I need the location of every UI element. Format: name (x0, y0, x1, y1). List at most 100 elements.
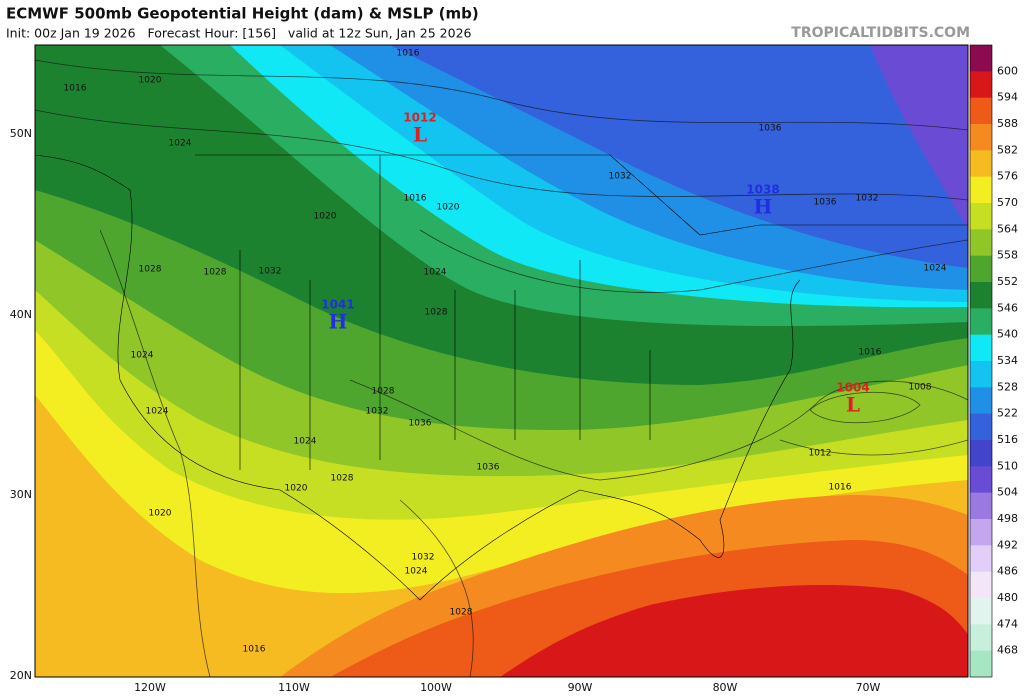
colorbar-label: 474 (997, 617, 1018, 630)
colorbar-swatch (970, 150, 992, 178)
isobar-label: 1020 (149, 509, 172, 519)
colorbar-label: 522 (997, 407, 1018, 420)
longitude-label: 70W (856, 681, 881, 694)
isobar-label: 1016 (829, 483, 852, 493)
latitude-label: 40N (10, 308, 32, 321)
subtitle: Init: 00z Jan 19 2026 Forecast Hour: [15… (6, 26, 472, 41)
colorbar-swatch (970, 545, 992, 573)
isobars (35, 59, 968, 677)
isobar-label: 1024 (146, 407, 169, 417)
colorbar-swatch (970, 571, 992, 599)
isobar-label: 1032 (856, 194, 879, 204)
isobar-label: 1036 (759, 124, 782, 134)
pressure-symbol: H (329, 310, 348, 334)
longitude-label: 80W (713, 681, 738, 694)
colorbar-swatch (970, 650, 992, 678)
colorbar-swatch (970, 492, 992, 520)
isobar-label: 1024 (424, 268, 447, 278)
longitude-label: 90W (568, 681, 593, 694)
colorbar-swatch (970, 97, 992, 125)
colorbar-label: 504 (997, 486, 1018, 499)
isobar-label: 1036 (814, 198, 837, 208)
colorbar-swatch (970, 413, 992, 441)
latitude-label: 50N (10, 127, 32, 140)
isobar-label: 1016 (64, 84, 87, 94)
colorbar-label: 486 (997, 565, 1018, 578)
title: ECMWF 500mb Geopotential Height (dam) & … (6, 5, 479, 23)
isobar-label: 1024 (131, 351, 154, 361)
isobar-label: 1028 (204, 268, 227, 278)
colorbar-label: 534 (997, 354, 1018, 367)
isobar-label: 1020 (437, 203, 460, 213)
pressure-symbol: L (846, 393, 860, 417)
isobar-label: 1020 (314, 212, 337, 222)
colorbar-label: 600 (997, 64, 1018, 77)
colorbar-swatch (970, 387, 992, 415)
colorbar-label: 510 (997, 459, 1018, 472)
isobar-label: 1024 (294, 437, 317, 447)
isobar-label: 1024 (169, 139, 192, 149)
colorbar-swatch (970, 440, 992, 467)
colorbar-label: 558 (997, 249, 1018, 262)
colorbar-swatch (970, 598, 992, 625)
colorbar-label: 516 (997, 433, 1018, 446)
isobar-label: 1032 (609, 172, 632, 182)
pressure-value: 1012 (403, 111, 436, 125)
latitude-label: 30N (10, 488, 32, 501)
colorbar-label: 546 (997, 301, 1018, 314)
pressure-value: 1038 (746, 183, 779, 197)
isobar-label: 1028 (450, 608, 473, 618)
map-fill (35, 45, 968, 677)
colorbar-label: 552 (997, 275, 1018, 288)
latitude-label: 20N (10, 669, 32, 682)
longitude-label: 110W (278, 681, 310, 694)
colorbar-label: 588 (997, 117, 1018, 130)
colorbar-label: 540 (997, 328, 1018, 341)
colorbar-swatch (970, 124, 992, 151)
longitude-label: 120W (134, 681, 166, 694)
pressure-symbol: L (413, 123, 427, 147)
longitude-label: 100W (420, 681, 452, 694)
colorbar-label: 564 (997, 222, 1018, 235)
isobar-label: 1024 (405, 567, 428, 577)
colorbar-label: 468 (997, 644, 1018, 657)
isobar-label: 1020 (285, 484, 308, 494)
isobar-label: 1016 (397, 49, 420, 59)
colorbar-label: 582 (997, 143, 1018, 156)
isobar-label: 1028 (372, 387, 395, 397)
isobar-label: 1028 (331, 474, 354, 484)
colorbar-frame (969, 44, 993, 678)
isobar-label: 1016 (859, 348, 882, 358)
colorbar-swatch (970, 308, 992, 336)
overlay: 600 594 588 582 576 570 564 558 552 546 540 534 528 5… (10, 44, 1018, 694)
colorbar-swatch (970, 203, 992, 230)
colorbar-swatch (970, 282, 992, 309)
isobar-label: 1032 (366, 407, 389, 417)
colorbar-swatch (970, 624, 992, 652)
map-frame (34, 44, 969, 678)
isobar-label: 1016 (243, 645, 266, 655)
colorbar-swatch (970, 334, 992, 362)
pressure-value: 1041 (321, 298, 354, 312)
isobar-label: 1032 (412, 553, 435, 563)
isobar-label: 1028 (425, 308, 448, 318)
isobar-label: 1012 (809, 449, 832, 459)
isobar-label: 1036 (477, 463, 500, 473)
isobar-label: 1036 (409, 419, 432, 429)
colorbar-swatch (970, 229, 992, 257)
band (500, 585, 968, 677)
colorbar-swatch (970, 45, 992, 72)
colorbar-label: 570 (997, 196, 1018, 209)
isobar-label: 1020 (139, 76, 162, 86)
colorbar-label: 594 (997, 91, 1018, 104)
colorbar-swatch (970, 71, 992, 99)
isobar-label: 1024 (924, 264, 947, 274)
colorbar-swatch (970, 176, 992, 204)
boundaries (35, 154, 968, 601)
isobar-label: 1016 (404, 194, 427, 204)
colorbar-swatch (970, 466, 992, 494)
isobar-label: 1032 (259, 267, 282, 277)
colorbar-swatch (970, 361, 992, 388)
